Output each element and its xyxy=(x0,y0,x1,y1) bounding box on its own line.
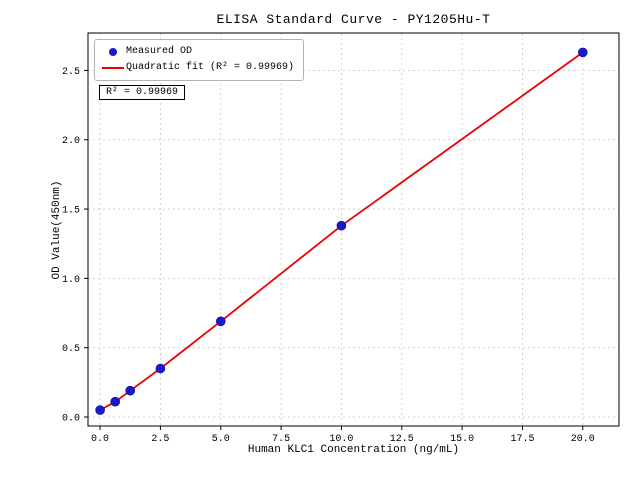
x-tick-label: 12.5 xyxy=(390,434,414,445)
plot-border xyxy=(87,32,620,427)
data-point xyxy=(95,405,105,415)
y-tick-label: 0.0 xyxy=(62,413,80,424)
y-tick-label: 0.5 xyxy=(62,344,80,355)
data-point xyxy=(216,316,226,327)
y-tick-label: 1.5 xyxy=(62,206,80,217)
x-tick-label: 0.0 xyxy=(91,434,109,445)
x-tick-label: 15.0 xyxy=(450,434,474,445)
x-tick-label: 5.0 xyxy=(212,434,230,445)
fit-line xyxy=(99,51,584,411)
x-tick-label: 2.5 xyxy=(151,434,169,445)
r-squared-annotation: R² = 0.99969 xyxy=(99,85,186,100)
y-tick-label: 2.5 xyxy=(62,67,80,78)
data-point xyxy=(155,363,166,374)
x-tick-label: 10.0 xyxy=(329,434,353,445)
legend-item-quadratic-fit: Quadratic fit (R² = 0.99969) xyxy=(102,60,294,76)
data-point xyxy=(125,385,135,396)
y-tick-label: 1.0 xyxy=(62,275,80,286)
y-axis-label: OD Value(450nm) xyxy=(51,180,63,280)
x-tick-label: 17.5 xyxy=(510,434,534,445)
legend-label-quadratic-fit: Quadratic fit (R² = 0.99969) xyxy=(126,62,295,73)
y-tick-label: 2.0 xyxy=(62,136,80,147)
line-marker-icon xyxy=(102,67,124,69)
legend: Measured OD Quadratic fit (R² = 0.99969) xyxy=(94,39,305,81)
x-tick-label: 20.0 xyxy=(571,434,595,445)
x-axis-label: Human KLC1 Concentration (ng/mL) xyxy=(247,444,460,456)
legend-label-measured-od: Measured OD xyxy=(126,46,193,57)
scatter-marker-icon xyxy=(109,48,117,56)
legend-item-measured-od: Measured OD xyxy=(102,44,294,60)
data-point xyxy=(336,220,347,231)
data-point xyxy=(577,47,588,58)
chart-title: ELISA Standard Curve - PY1205Hu-T xyxy=(216,12,491,27)
data-point xyxy=(110,396,120,407)
x-tick-label: 7.5 xyxy=(272,434,290,445)
